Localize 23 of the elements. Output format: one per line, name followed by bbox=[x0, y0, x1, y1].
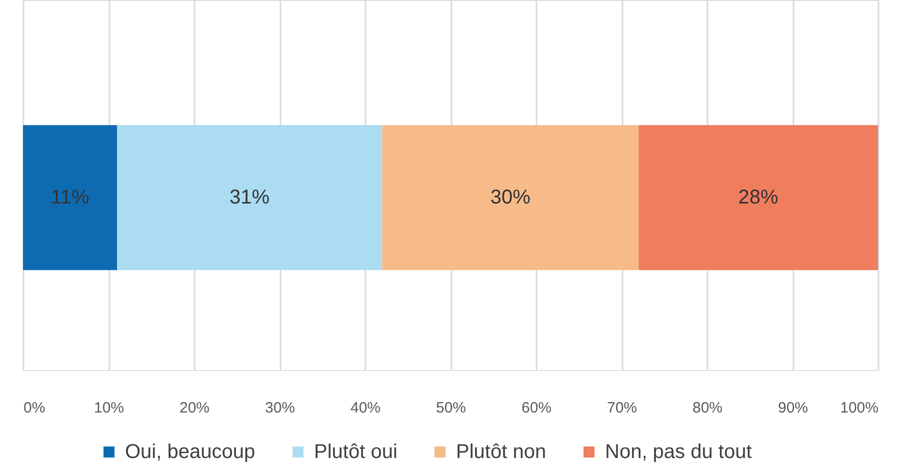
x-tick-label: 50% bbox=[436, 400, 466, 416]
x-tick-label: 0% bbox=[24, 400, 46, 416]
legend-label: Oui, beaucoup bbox=[125, 441, 256, 463]
x-tick-label: 90% bbox=[778, 400, 808, 416]
data-label: 11% bbox=[50, 186, 90, 209]
x-tick-label: 100% bbox=[840, 400, 878, 416]
data-label: 28% bbox=[738, 186, 779, 209]
legend-label: Non, pas du tout bbox=[605, 441, 752, 463]
x-tick-label: 10% bbox=[94, 400, 124, 416]
legend-label: Plutôt non bbox=[456, 441, 546, 463]
x-tick-label: 60% bbox=[521, 400, 552, 416]
legend-label: Plutôt oui bbox=[314, 441, 398, 463]
x-tick-label: 30% bbox=[264, 400, 296, 416]
bar bbox=[382, 125, 639, 270]
data-label: 30% bbox=[490, 186, 531, 209]
x-tick-label: 20% bbox=[179, 400, 210, 416]
bar bbox=[117, 125, 382, 270]
bar bbox=[638, 125, 878, 270]
x-tick-label: 40% bbox=[350, 400, 381, 416]
bar bbox=[23, 125, 118, 270]
x-tick-label: 80% bbox=[692, 400, 723, 416]
x-tick-label: 70% bbox=[606, 400, 638, 416]
data-label: 31% bbox=[230, 186, 270, 209]
